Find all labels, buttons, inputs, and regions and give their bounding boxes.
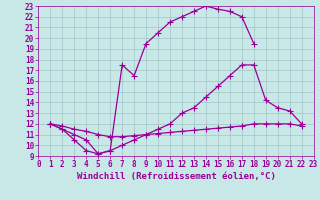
X-axis label: Windchill (Refroidissement éolien,°C): Windchill (Refroidissement éolien,°C) xyxy=(76,172,276,181)
